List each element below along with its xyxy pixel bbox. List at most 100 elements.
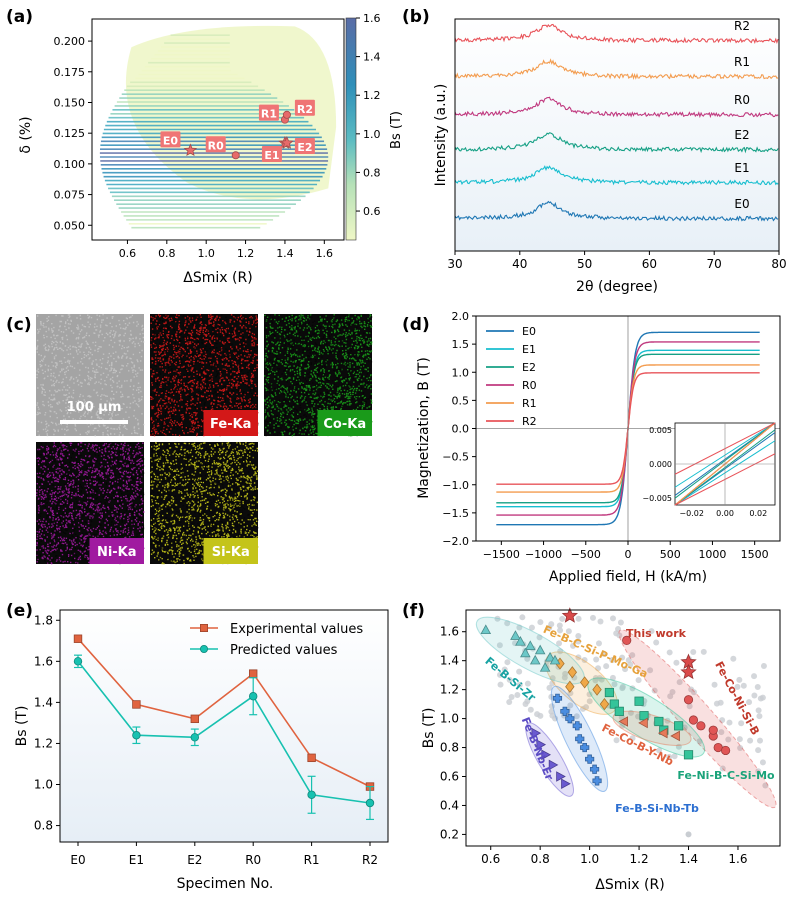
f-bg-point [690, 649, 697, 656]
f-point-6 [575, 734, 585, 744]
a-point-E2 [280, 135, 294, 149]
b-frame [454, 18, 780, 252]
f-bg-point [611, 681, 618, 688]
b-series-R0 [454, 96, 779, 119]
d-legend-label: E2 [522, 361, 536, 374]
c-tile-speckle [36, 314, 145, 437]
f-point-6 [592, 776, 602, 786]
f-bg-point [506, 699, 513, 706]
a-xtick-label: 1.6 [316, 247, 334, 260]
panel-label-b: (b) [402, 7, 430, 27]
f-bg-point [501, 666, 508, 673]
e-ylabel: Bs (T) [14, 706, 30, 747]
a-envelope [125, 25, 337, 200]
e-ytick-label: 1.8 [34, 613, 53, 627]
a-xtick-label: 1.2 [237, 247, 255, 260]
f-bg-point [613, 630, 620, 637]
f-point-6 [565, 713, 575, 724]
a-cbar-tick-label: 0.8 [363, 166, 381, 179]
d-xtick-label: −500 [571, 548, 601, 561]
d-inset-xtick-label: 0.00 [716, 509, 734, 518]
a-point-label: E1 [264, 149, 279, 162]
a-points: E0 R0 E1 E2 R1 R2 [160, 99, 315, 163]
f-bg-point [556, 622, 563, 629]
f-bg-point [609, 615, 616, 622]
f-bg-point [653, 639, 660, 646]
e-point-E0 [73, 657, 83, 666]
f-bg-point [549, 712, 556, 719]
f-ytick-label: 0.2 [440, 827, 459, 841]
d-ytick-label: 0.0 [452, 423, 470, 436]
f-bg-point [651, 687, 658, 694]
f-bg-point [519, 614, 526, 621]
e-line-1 [77, 660, 371, 804]
f-ytick-label: 1.0 [440, 712, 459, 726]
f-bg-point [575, 615, 582, 622]
a-point-R2 [282, 110, 291, 119]
b-xtick-label: 60 [642, 257, 657, 271]
f-ytick-label: 0.4 [440, 798, 459, 812]
f-point-3 [524, 640, 536, 650]
e-legend-label: Experimental values [230, 622, 363, 637]
e-ytick-label: 1.2 [34, 736, 53, 750]
f-bg-point [589, 614, 596, 621]
f-point-1 [721, 745, 731, 756]
a-xtick-label: 0.8 [158, 247, 176, 260]
f-bg-point [528, 624, 535, 631]
a-cbar-tick-label: 1.6 [363, 12, 381, 25]
f-bg-point [514, 692, 521, 699]
f-ytick-label: 0.6 [440, 770, 459, 784]
f-bg-point [575, 638, 582, 645]
f-bg-point [556, 640, 563, 647]
f-groups [475, 607, 777, 809]
b-ylabel: Intensity (a.u.) [433, 84, 449, 187]
e-plot-bg [60, 610, 388, 842]
e-point-R2 [365, 798, 375, 808]
f-bg-point [575, 632, 582, 639]
a-ytick-label: 0.100 [54, 158, 86, 171]
b-lines: E0 E1 E2 R0 R1 R2 [454, 19, 779, 222]
panel-a: E0 R0 E1 E2 R1 R2 0.6 0.8 1.0 1.2 1.4 1.6 0.050 0.07… [18, 12, 404, 286]
f-point-2 [592, 683, 602, 696]
d-ylabel: Magnetization, B (T) [416, 357, 432, 499]
f-point-5 [618, 716, 628, 727]
f-point-4 [683, 750, 694, 760]
a-cbar-tick-label: 1.2 [363, 89, 381, 102]
e-legend-label: Predicted values [230, 643, 338, 658]
f-point-3 [520, 647, 531, 658]
d-ytick-label: −1.0 [442, 479, 469, 492]
a-stripe-cloud [99, 25, 337, 229]
d-inset-ytick-label: 0.000 [649, 460, 672, 469]
f-bg-point [546, 684, 553, 691]
d-legend-label: R2 [522, 415, 537, 428]
e-point-R0 [248, 692, 258, 701]
panel-label-a: (a) [6, 7, 33, 27]
d-ytick-label: 1.5 [452, 338, 470, 351]
c-tile-label: Fe-Ka [210, 417, 251, 432]
f-bg-point [508, 693, 515, 700]
a-ytick-label: 0.125 [54, 127, 86, 140]
f-group-label: This work [626, 627, 687, 640]
f-point-4 [604, 687, 615, 698]
d-ytick-label: 1.0 [452, 366, 470, 379]
f-bg-point [666, 649, 673, 656]
f-bg-point [586, 698, 593, 705]
panel-d: −1500 −1000 −500 0 500 1000 1500 −2.0 −1.5 −1.0 −0… [416, 310, 781, 585]
f-bg-point [622, 666, 629, 673]
f-point-7 [531, 727, 542, 739]
a-xtick-label: 0.6 [119, 247, 137, 260]
f-bg-point [734, 683, 741, 690]
a-point-label: E2 [297, 141, 312, 154]
a-point-R0 [231, 151, 240, 160]
panel-c: Fe-Ka Co-Ka Ni-Ka Si-Ka 100 μm [36, 314, 373, 565]
f-bg-point [609, 656, 616, 663]
c-tile-shade [150, 442, 259, 565]
a-ytick-label: 0.200 [54, 35, 86, 48]
f-bg-point [746, 699, 753, 706]
e-point-E0 [73, 634, 83, 643]
f-bg-point [666, 753, 673, 760]
f-point-1 [688, 715, 699, 725]
c-tile-shade [36, 442, 145, 565]
a-point-label: R0 [208, 139, 224, 152]
